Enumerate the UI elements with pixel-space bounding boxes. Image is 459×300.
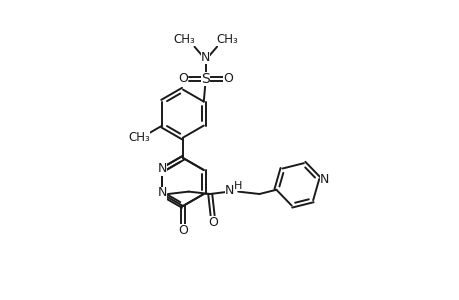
Text: N: N <box>201 51 210 64</box>
Text: O: O <box>178 224 188 237</box>
Text: H: H <box>234 181 242 190</box>
Text: N: N <box>319 172 328 185</box>
Text: N: N <box>157 187 167 200</box>
Text: S: S <box>201 72 210 86</box>
Text: CH₃: CH₃ <box>128 131 150 144</box>
Text: O: O <box>208 216 218 229</box>
Text: O: O <box>223 72 233 85</box>
Text: CH₃: CH₃ <box>216 33 237 46</box>
Text: N: N <box>224 184 233 197</box>
Text: O: O <box>178 72 188 85</box>
Text: CH₃: CH₃ <box>173 33 195 46</box>
Text: N: N <box>157 163 167 176</box>
